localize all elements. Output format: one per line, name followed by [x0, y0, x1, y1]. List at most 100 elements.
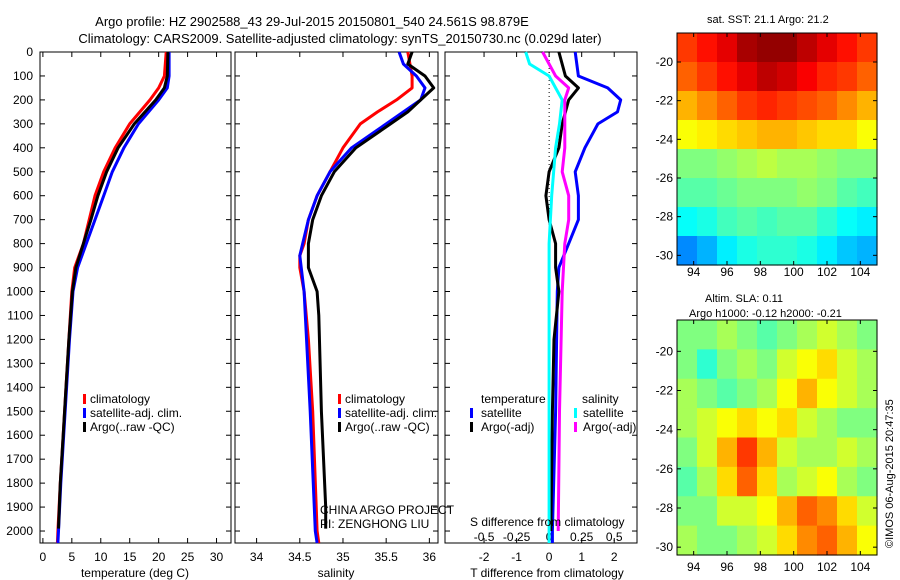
map-cell	[697, 236, 718, 266]
x-tick-label: 35.5	[374, 550, 398, 564]
lat-tick-label: -24	[656, 423, 674, 437]
x-tick-label: -1	[511, 550, 522, 564]
map-cell	[837, 466, 858, 497]
map-cell	[837, 496, 858, 527]
map-cell	[837, 320, 858, 350]
y-tick-label: 1400	[6, 380, 33, 394]
plot-frame	[234, 51, 439, 544]
map-cell	[717, 62, 738, 92]
legend-marker-t-argo	[470, 422, 473, 432]
map-cell	[777, 149, 798, 179]
map-cell	[737, 466, 758, 497]
map-cell	[717, 349, 738, 380]
lon-tick-label: 102	[817, 265, 837, 279]
lon-tick-label: 96	[720, 265, 734, 279]
map-cell	[817, 408, 838, 439]
map-cell	[717, 378, 738, 409]
series-line-t-satellite	[550, 51, 623, 543]
y-tick-label: 700	[13, 213, 33, 227]
map-cell	[837, 33, 858, 63]
map-cell	[717, 437, 738, 468]
map-cell	[737, 236, 758, 266]
map-cell	[797, 62, 818, 92]
map-cell	[817, 320, 838, 350]
sla-map-subtitle: Argo h1000: -0.12 h2000: -0.21	[689, 308, 842, 320]
series-line-t-argo-adj-	[544, 51, 580, 532]
legend-marker-t-satellite	[470, 408, 473, 418]
map-cell	[697, 320, 718, 350]
legend-label: satellite-adj. clim.	[345, 406, 437, 420]
map-cell	[857, 178, 878, 208]
map-cell	[757, 437, 778, 468]
map-cell	[817, 178, 838, 208]
map-cell	[677, 62, 698, 92]
map-cell	[757, 149, 778, 179]
map-cell	[757, 236, 778, 266]
map-cell	[737, 496, 758, 527]
map-cell	[757, 466, 778, 497]
map-frame	[676, 319, 878, 556]
map-cell	[697, 178, 718, 208]
map-cell	[757, 62, 778, 92]
map-cell	[777, 320, 798, 350]
map-cell	[717, 525, 738, 556]
map-cell	[757, 178, 778, 208]
legend-title-salinity: salinity	[582, 392, 619, 406]
map-cell	[717, 466, 738, 497]
x-tick-label: -2	[479, 550, 490, 564]
map-cell	[857, 349, 878, 380]
map-cell	[857, 525, 878, 556]
s-tick-label: 0.25	[570, 530, 594, 544]
map-cell	[677, 408, 698, 439]
series-line-argo-raw-qc-	[306, 51, 436, 529]
sla-map: 94 96 98 100 102 104 -20 -22 -24 -26 -28 -30	[656, 319, 878, 574]
legend-title-temperature: temperature	[481, 392, 546, 406]
y-tick-label: 1700	[6, 452, 33, 466]
map-cell	[817, 62, 838, 92]
map-cell	[777, 437, 798, 468]
map-cell	[857, 120, 878, 150]
map-cell	[857, 236, 878, 266]
temperature-legend: climatology satellite-adj. clim. Argo(..…	[83, 392, 182, 434]
legend-label: satellite	[481, 406, 522, 420]
map-cell	[857, 466, 878, 497]
map-cell	[797, 437, 818, 468]
map-cell	[857, 408, 878, 439]
lon-tick-label: 104	[850, 265, 870, 279]
map-cell	[677, 236, 698, 266]
lat-tick-label: -22	[656, 384, 674, 398]
map-cell	[697, 437, 718, 468]
legend-label: Argo(..raw -QC)	[345, 420, 430, 434]
map-cell	[677, 378, 698, 409]
map-cell	[677, 120, 698, 150]
map-cell	[777, 91, 798, 121]
map-cell	[857, 207, 878, 237]
y-tick-label: 1300	[6, 356, 33, 370]
legend-marker-climatology	[83, 394, 86, 404]
map-cell	[717, 496, 738, 527]
map-cell	[737, 378, 758, 409]
lon-tick-label: 100	[784, 265, 804, 279]
series-line-satellite-adj-clim-	[298, 51, 427, 544]
x-tick-label: 0	[546, 550, 553, 564]
map-cell	[677, 149, 698, 179]
lon-tick-label: 98	[754, 560, 768, 574]
map-cell	[857, 91, 878, 121]
map-cell	[717, 408, 738, 439]
x-tick-label: 2	[611, 550, 618, 564]
map-cell	[817, 349, 838, 380]
map-cell	[777, 236, 798, 266]
map-cell	[697, 91, 718, 121]
map-cell	[817, 437, 838, 468]
map-cell	[737, 349, 758, 380]
map-cell	[797, 33, 818, 63]
map-cell	[737, 408, 758, 439]
map-cell	[737, 320, 758, 350]
lon-tick-label: 102	[817, 560, 837, 574]
x-tick-label: 30	[210, 550, 224, 564]
legend-marker-satellite	[338, 408, 341, 418]
map-cell	[857, 437, 878, 468]
y-tick-label: 1000	[6, 285, 33, 299]
map-cell	[777, 466, 798, 497]
map-cell	[697, 378, 718, 409]
